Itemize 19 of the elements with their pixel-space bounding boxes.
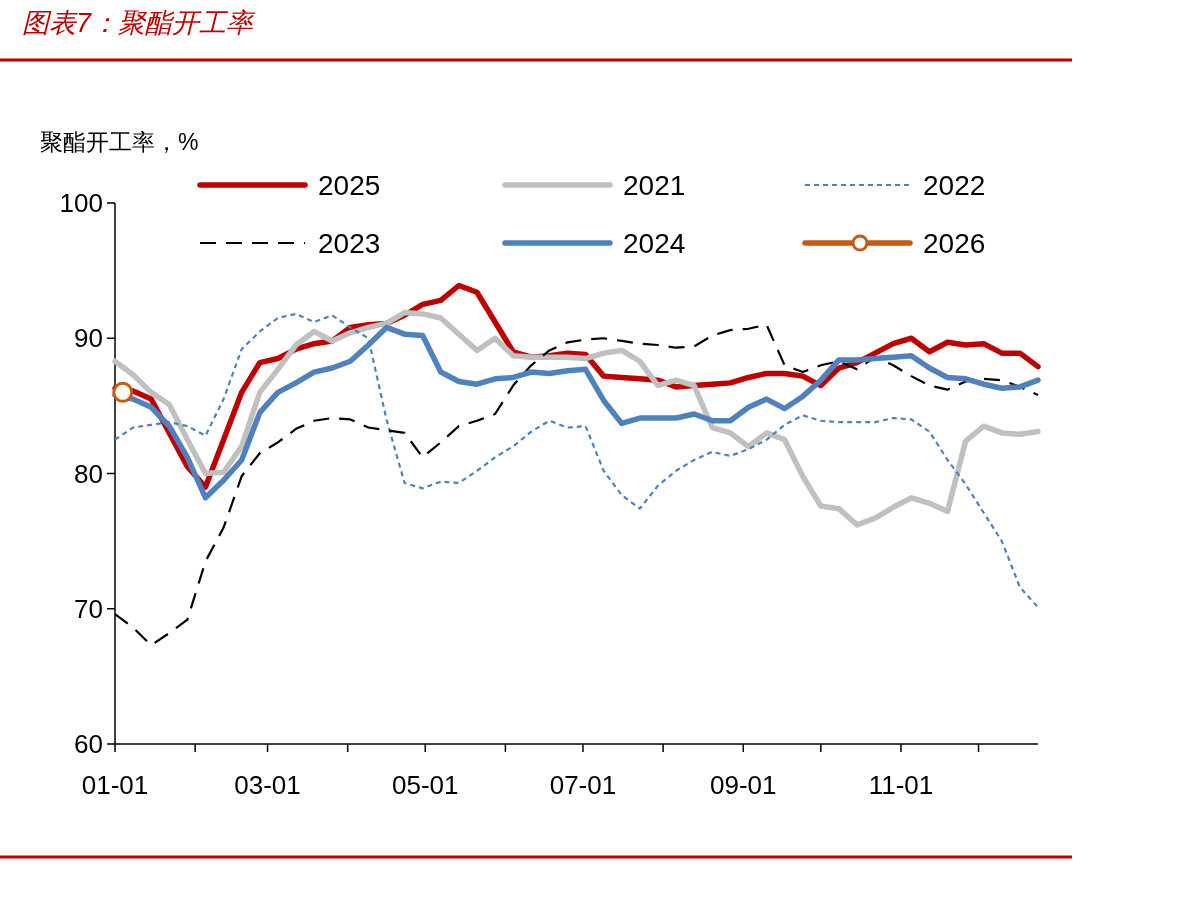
legend-label: 2026 [923, 228, 986, 259]
legend-label: 2022 [923, 170, 986, 201]
x-tick-label: 11-01 [868, 770, 934, 800]
y-tick-label: 70 [74, 593, 103, 624]
x-tick-label: 09-01 [710, 770, 777, 800]
legend-label: 2021 [623, 170, 686, 201]
y-tick-label: 100 [59, 188, 103, 218]
x-tick-label: 03-01 [234, 770, 301, 800]
chart-title: 图表7：聚酯开工率 [22, 8, 257, 38]
legend-label: 2023 [318, 228, 381, 259]
y-tick-label: 80 [74, 458, 103, 489]
y-axis-title: 聚酯开工率，% [40, 129, 199, 155]
y-tick-label: 90 [74, 323, 103, 354]
legend-label: 2025 [318, 170, 381, 201]
x-tick-label: 05-01 [392, 770, 459, 800]
x-tick-label: 01-01 [81, 770, 149, 800]
x-tick-label: 07-01 [549, 770, 617, 800]
legend-label: 2024 [623, 228, 686, 259]
y-tick-label: 60 [74, 729, 103, 759]
